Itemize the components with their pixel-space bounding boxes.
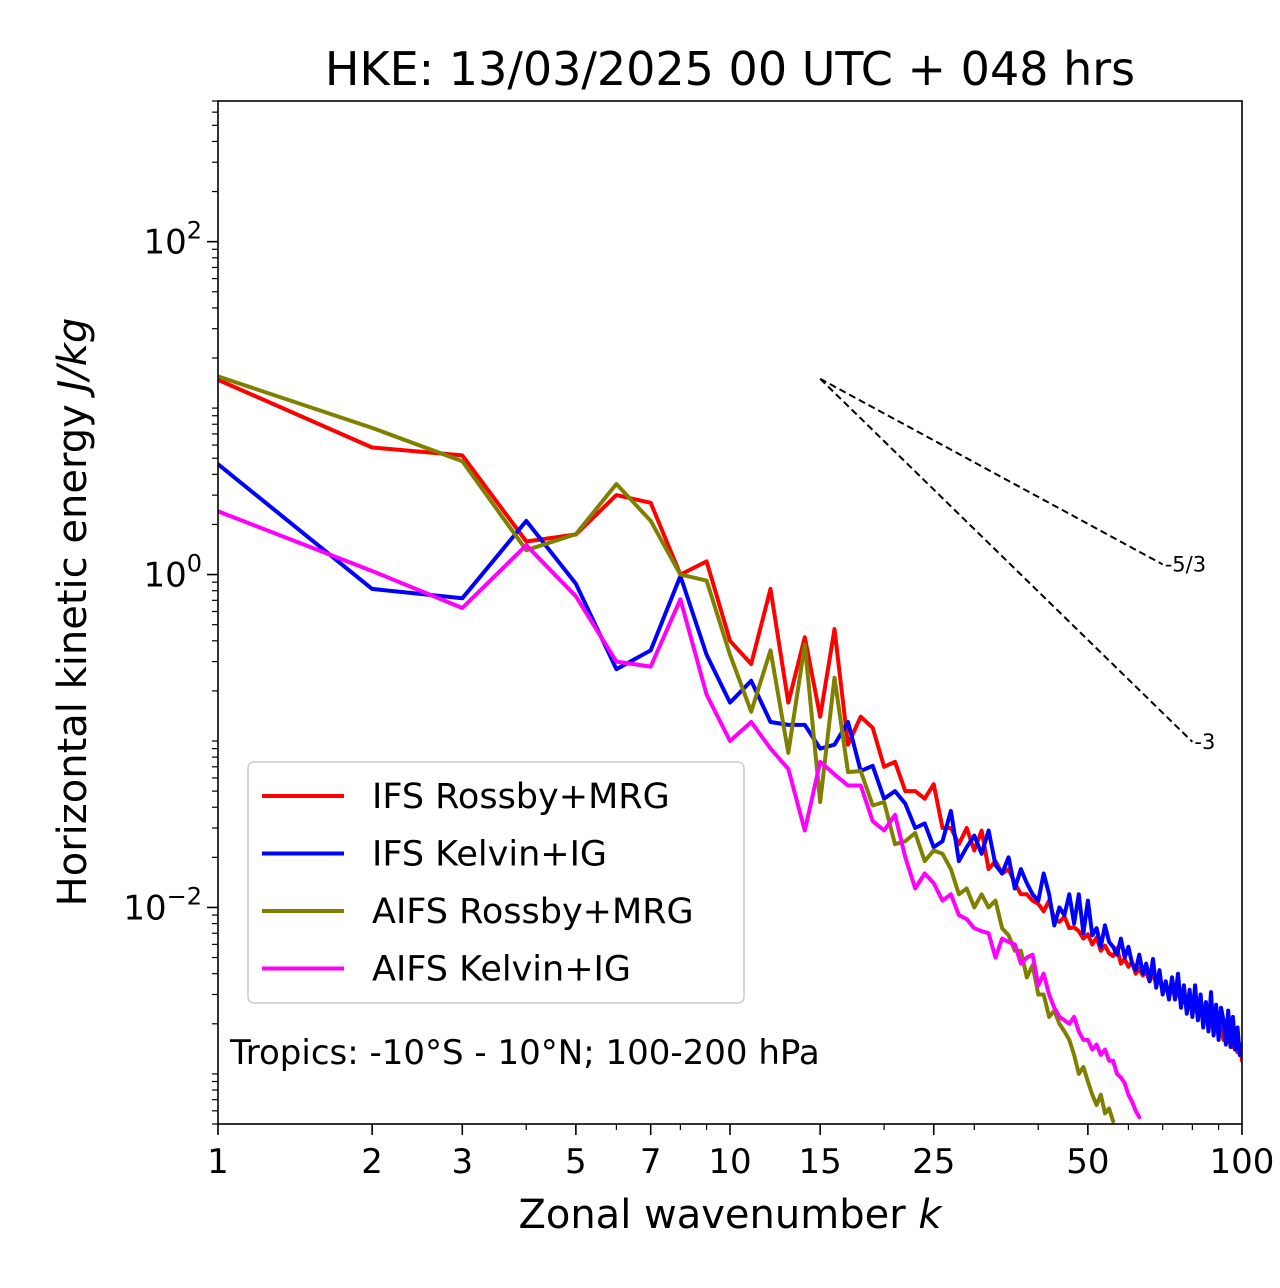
legend-label: IFS Rossby+MRG [372,777,670,817]
x-tick-label: 25 [912,1142,955,1182]
y-axis-label-text: Horizontal kinetic energy [50,404,96,906]
reference-line-label: -3 [1194,730,1215,754]
series-line [218,374,1116,1124]
region-annotation: Tropics: -10°S - 10°N; 100-200 hPa [229,1033,820,1073]
x-axis-label-text: Zonal wavenumber [518,1192,906,1238]
x-tick-label: 7 [640,1142,662,1182]
y-axis-ticks: 102 100 10−2 [123,100,218,1125]
legend-label: AIFS Kelvin+IG [372,950,631,990]
y-tick-label: 100 [143,550,202,596]
x-axis-label: Zonal wavenumber k [518,1192,943,1238]
legend: IFS Rossby+MRG IFS Kelvin+IG AIFS Rossby+M… [247,761,745,1004]
legend-label: IFS Kelvin+IG [372,835,607,875]
reference-line [819,377,1164,566]
series-line [218,509,1142,1120]
legend-label: AIFS Rossby+MRG [372,892,694,932]
legend-box [247,761,745,1004]
x-tick-label: 1 [207,1142,229,1182]
x-tick-label: 2 [361,1142,383,1182]
legend-items: IFS Rossby+MRG IFS Kelvin+IG AIFS Rossby+M… [262,777,694,990]
y-axis-label: Horizontal kinetic energy J/kg [50,318,96,907]
reference-slope-labels: -5/3 -3 [1165,552,1216,753]
x-tick-label: 15 [799,1142,842,1182]
chart-title: HKE: 13/03/2025 00 UTC + 048 hrs [325,42,1135,96]
x-axis-ticks: 1 2 3 5 7 10 15 25 50 100 [207,1124,1274,1182]
reference-slope-lines [819,377,1194,743]
x-tick-label: 100 [1210,1142,1275,1182]
x-tick-label: 5 [565,1142,587,1182]
series-line [218,462,1242,1057]
y-tick-label: 10−2 [123,882,202,928]
reference-line-label: -5/3 [1165,552,1206,576]
y-axis-label-unit: J/kg [50,318,96,399]
x-tick-label: 50 [1066,1142,1109,1182]
x-axis-label-var: k [918,1192,943,1238]
x-tick-label: 3 [451,1142,473,1182]
reference-line [819,378,1194,743]
y-tick-label: 102 [143,217,202,263]
data-series-lines [218,374,1242,1124]
x-tick-label: 10 [708,1142,751,1182]
